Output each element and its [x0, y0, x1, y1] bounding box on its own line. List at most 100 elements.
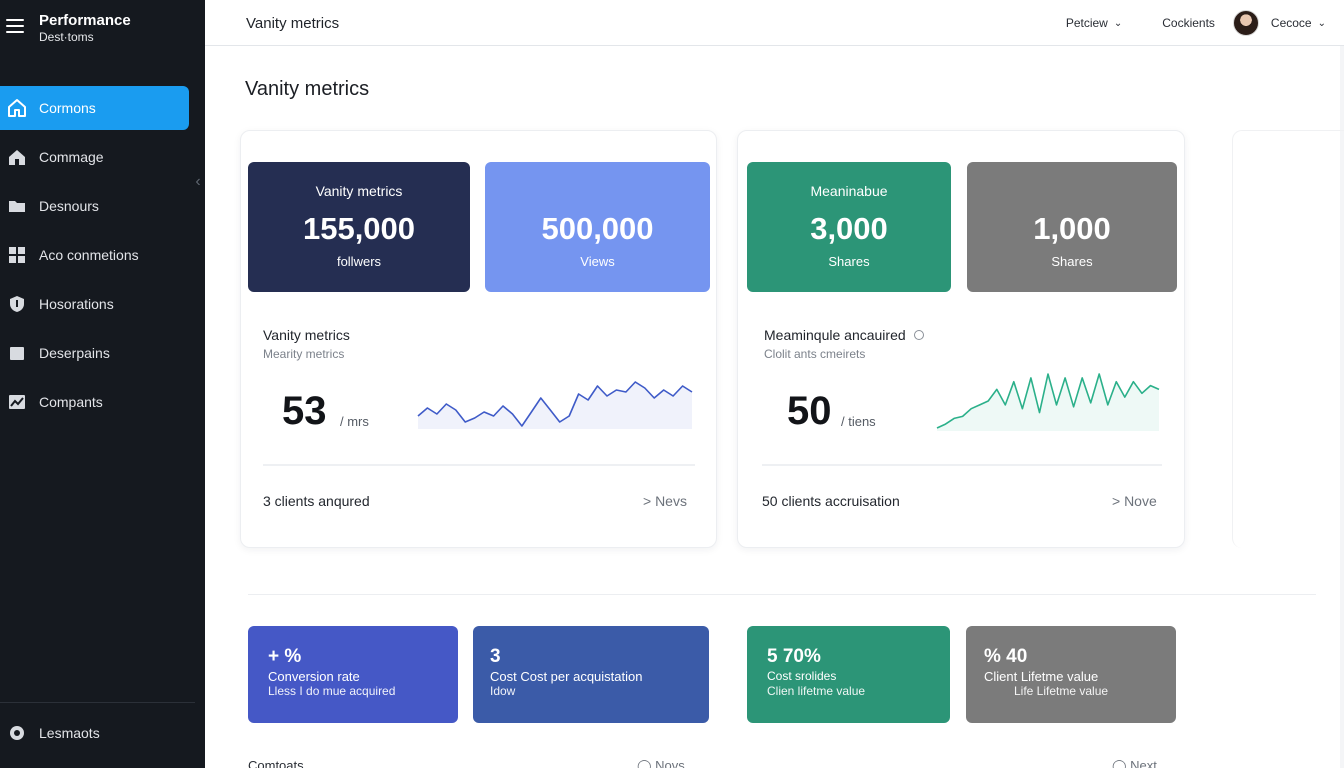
meaningful-sparkline: [936, 373, 1160, 431]
menu-icon[interactable]: [6, 19, 24, 33]
grid-icon: [6, 244, 28, 266]
kpi-conversion-rate[interactable]: + % Conversion rate Lless I do mue acqui…: [248, 626, 458, 723]
kpi-subtitle: Clien lifetme value: [767, 684, 866, 698]
chevron-down-icon: ⌄: [1317, 17, 1326, 29]
panel-footer-link[interactable]: > Nevs: [643, 493, 687, 509]
sparkline-area: [937, 374, 1159, 431]
bottom-link-novs[interactable]: ◯ Novs: [637, 758, 685, 768]
brand-subtitle: Dest·toms: [39, 30, 94, 44]
big-number-unit: / mrs: [340, 414, 369, 429]
sidebar-item-label: Desnours: [39, 198, 99, 214]
kpi-title: Client Lifetme value: [984, 669, 1099, 684]
tile-unit: follwers: [336, 254, 382, 269]
topbar-menu-petciew[interactable]: Petciew ⌄: [1066, 16, 1122, 30]
divider: [263, 464, 695, 466]
gear-icon: [6, 722, 28, 744]
house-icon: [6, 146, 28, 168]
panel-footer-label: 3 clients anqured: [263, 493, 370, 509]
kpi-subtitle: Life Lifetme value: [1014, 684, 1109, 698]
sidebar-item-hosorations[interactable]: Hosorations: [0, 282, 205, 326]
divider: [762, 464, 1162, 466]
tile-label: Vanity metrics: [315, 183, 403, 199]
sidebar-divider: [0, 702, 195, 703]
sparkline-area: [418, 382, 692, 429]
brand-title: Performance: [39, 12, 131, 29]
tile-value: 3,000: [810, 211, 888, 246]
kpi-subtitle: Idow: [490, 684, 516, 698]
brand: Performance Dest·toms: [6, 12, 131, 44]
shares-tile[interactable]: Meaninabue 3,000 Shares: [747, 162, 951, 292]
kpi-client-lifetime-value[interactable]: % 40 Client Lifetme value Life Lifetme v…: [966, 626, 1176, 723]
shield-icon: [6, 293, 28, 315]
topbar-menu-label: Petciew: [1065, 16, 1108, 30]
collapse-chevron-icon[interactable]: ‹: [195, 173, 201, 190]
section-subtitle: Clolit ants cmeirets: [764, 347, 866, 361]
sidebar-item-label: Deserpains: [39, 345, 110, 361]
sidebar-footer-item[interactable]: Lesmaots: [6, 722, 100, 744]
sidebar-item-label: Aco conmetions: [39, 247, 139, 263]
chevron-down-icon: ⌄: [1113, 17, 1123, 29]
topbar-title: Vanity metrics: [246, 15, 340, 32]
panel-footer-label: 50 clients accruisation: [762, 493, 900, 509]
sidebar-item-cormons[interactable]: Cormons: [0, 86, 189, 130]
sidebar-item-compants[interactable]: Compants: [0, 380, 205, 424]
sparkline-line: [417, 381, 693, 427]
sidebar-item-aco-conmetions[interactable]: Aco conmetions: [0, 233, 205, 277]
kpi-value: % 40: [984, 646, 1028, 667]
kpi-value: + %: [268, 646, 302, 667]
section-divider: [248, 594, 1316, 595]
section-title: Meaminqule ancauired: [764, 327, 924, 343]
kpi-value: 3: [490, 646, 501, 667]
tile-unit: Views: [580, 254, 615, 269]
topbar: Vanity metrics Petciew ⌄ Cockients Cecoc…: [205, 0, 1344, 46]
topbar-menu-cockients[interactable]: Cockients: [1162, 16, 1215, 30]
page-title: Vanity metrics: [245, 78, 370, 100]
shares-secondary-tile[interactable]: 1,000 Shares: [967, 162, 1177, 292]
document-icon: [6, 342, 28, 364]
sidebar-item-deserpains[interactable]: Deserpains: [0, 331, 205, 375]
vanity-metrics-panel: Vanity metrics 155,000 follwers 500,000 …: [240, 130, 717, 548]
kpi-cost-lifetime[interactable]: 5 70% Cost srolides Clien lifetme value: [747, 626, 950, 723]
big-number: 50: [787, 389, 832, 433]
tile-value: 1,000: [1033, 211, 1111, 246]
kpi-value: 5 70%: [767, 646, 821, 667]
kpi-title: Cost srolides: [767, 669, 837, 683]
kpi-title: Conversion rate: [268, 669, 360, 684]
scrollbar[interactable]: [1340, 46, 1344, 768]
tile-value: 500,000: [541, 211, 654, 246]
sidebar-item-label: Cormons: [39, 100, 96, 116]
sidebar-item-commage[interactable]: Commage: [0, 135, 205, 179]
bottom-link-next[interactable]: ◯ Next: [1112, 758, 1157, 768]
bottom-row-label: Comtoats: [248, 758, 304, 768]
topbar-user-menu[interactable]: Cecoce ⌄: [1271, 16, 1326, 30]
info-icon[interactable]: [913, 330, 924, 340]
tile-unit: Shares: [828, 254, 870, 269]
sidebar-item-label: Hosorations: [39, 296, 114, 312]
vanity-sparkline: [417, 381, 693, 429]
big-number: 53: [282, 389, 327, 433]
tile-unit: Shares: [1051, 254, 1093, 269]
sidebar-footer-label: Lesmaots: [39, 725, 100, 741]
kpi-cost-per-acquisition[interactable]: 3 Cost Cost per acquistation Idow: [473, 626, 709, 723]
avatar[interactable]: [1232, 10, 1259, 36]
views-tile[interactable]: 500,000 Views: [485, 162, 710, 292]
sidebar-item-label: Compants: [39, 394, 103, 410]
kpi-title: Cost Cost per acquistation: [490, 669, 643, 684]
section-title: Vanity metrics: [263, 327, 350, 343]
followers-tile[interactable]: Vanity metrics 155,000 follwers: [248, 162, 470, 292]
home-icon: [6, 97, 28, 119]
topbar-user-label: Cecoce: [1270, 16, 1312, 30]
sparkline-line: [936, 373, 1160, 429]
sidebar-item-desnours[interactable]: Desnours: [0, 184, 205, 228]
kpi-subtitle: Lless I do mue acquired: [268, 684, 396, 698]
panel-footer-link[interactable]: > Nove: [1112, 493, 1157, 509]
big-number-unit: / tiens: [841, 414, 876, 429]
topbar-actions: Petciew ⌄ Cockients Cecoce ⌄: [1066, 10, 1326, 36]
tile-label: Meaninabue: [810, 183, 888, 199]
sidebar-item-label: Commage: [39, 149, 104, 165]
sidebar-nav: Cormons Commage Desnours Aco conmetions …: [0, 86, 205, 429]
section-subtitle: Mearity metrics: [263, 347, 345, 361]
tile-value: 155,000: [302, 211, 416, 246]
section-title-text: Meaminqule ancauired: [764, 327, 906, 343]
meaningful-metrics-panel: Meaninabue 3,000 Shares 1,000 Shares Mea…: [737, 130, 1185, 548]
